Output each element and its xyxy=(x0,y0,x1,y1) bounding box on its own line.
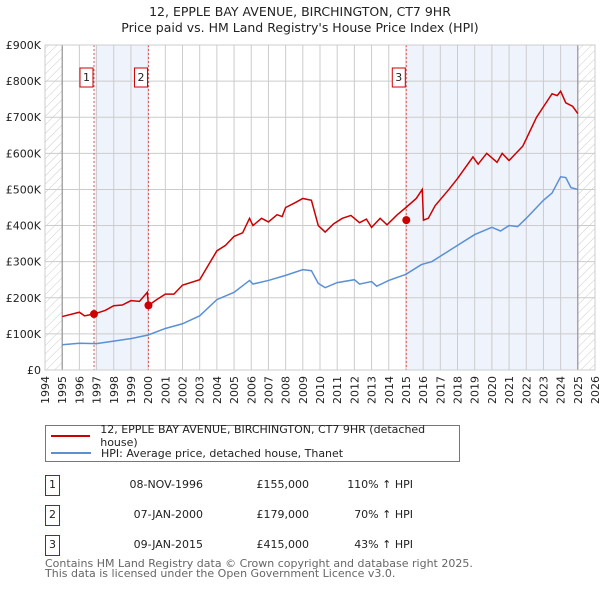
x-tick-label: 2018 xyxy=(452,376,465,404)
y-tick-label: £100K xyxy=(6,328,42,341)
sale-point xyxy=(89,310,98,319)
transaction-date: 07-JAN-2000 xyxy=(133,508,203,521)
x-tick-label: 2010 xyxy=(314,376,327,404)
x-tick-label: 2021 xyxy=(503,376,516,404)
footer-line-1: Contains HM Land Registry data © Crown c… xyxy=(45,557,473,570)
sale-point xyxy=(144,301,153,310)
x-tick-label: 2000 xyxy=(142,376,155,404)
x-tick-label: 2009 xyxy=(297,376,310,404)
x-tick-label: 2005 xyxy=(228,376,241,404)
hatched-region xyxy=(577,45,595,370)
x-tick-label: 1995 xyxy=(56,376,69,404)
footer: Contains HM Land Registry data © Crown c… xyxy=(45,557,473,580)
transaction-price: £179,000 xyxy=(256,508,310,521)
transaction-price: £415,000 xyxy=(256,538,310,551)
y-tick-label: £200K xyxy=(6,292,42,305)
y-tick-label: £800K xyxy=(6,75,42,88)
x-tick-label: 2015 xyxy=(400,376,413,404)
shaded-period xyxy=(93,45,149,370)
hpi-line xyxy=(62,175,579,346)
x-tick-label: 2019 xyxy=(469,376,482,404)
legend-blue-line xyxy=(51,452,91,454)
x-tick-label: 2006 xyxy=(245,376,258,404)
legend-red-line xyxy=(51,435,91,437)
x-tick-label: 2024 xyxy=(555,376,568,404)
x-tick-label: 2020 xyxy=(486,376,499,404)
legend-property: 12, EPPLE BAY AVENUE, BIRCHINGTON, CT7 9… xyxy=(100,423,426,449)
transaction-row: 2 07-JAN-2000 £179,000 70% ↑ HPI xyxy=(45,505,445,526)
price-chart: 1994 1995 1996 1997 1998 1999 2000 2001 2002 2003… xyxy=(6,39,600,404)
plot-border xyxy=(44,44,596,371)
transaction-hpi: 110% ↑ HPI xyxy=(347,478,413,491)
x-tick-label: 2016 xyxy=(417,376,430,404)
transaction-number: 2 xyxy=(45,505,60,526)
legend-hpi: HPI: Average price, detached house, Than… xyxy=(101,446,344,460)
y-tick-label: £600K xyxy=(6,147,42,160)
x-tick-label: 2023 xyxy=(537,376,550,404)
transaction-date: 08-NOV-1996 xyxy=(129,478,203,491)
transaction-row: 3 09-JAN-2015 £415,000 43% ↑ HPI xyxy=(45,535,445,556)
y-tick-label: £500K xyxy=(6,183,42,196)
x-tick-label: 2022 xyxy=(520,376,533,404)
transaction-row: 1 08-NOV-1996 £155,000 110% ↑ HPI xyxy=(45,475,445,496)
x-tick-label: 1998 xyxy=(108,376,121,404)
x-tick-label: 2007 xyxy=(262,376,275,404)
transaction-number: 1 xyxy=(45,475,60,496)
transaction-number: 3 xyxy=(45,535,60,556)
hatched-region xyxy=(45,45,63,370)
x-tick-label: 2008 xyxy=(280,376,293,404)
y-tick-label: £400K xyxy=(6,220,42,233)
transaction-date: 09-JAN-2015 xyxy=(133,538,203,551)
x-tick-label: 2001 xyxy=(159,376,172,404)
x-tick-label: 2002 xyxy=(177,376,190,404)
x-tick-label: 1994 xyxy=(39,376,52,404)
x-tick-label: 2014 xyxy=(383,376,396,404)
sale-label: 2 xyxy=(137,71,144,84)
x-tick-label: 2003 xyxy=(194,376,207,404)
transaction-hpi: 70% ↑ HPI xyxy=(354,508,413,521)
chart-title: 12, EPPLE BAY AVENUE, BIRCHINGTON, CT7 9… xyxy=(149,4,451,19)
x-tick-label: 2025 xyxy=(572,376,585,404)
transaction-hpi: 43% ↑ HPI xyxy=(354,538,413,551)
y-tick-label: £0 xyxy=(27,364,41,377)
legend: 12, EPPLE BAY AVENUE, BIRCHINGTON, CT7 9… xyxy=(45,423,460,462)
sale-label-box xyxy=(391,67,406,88)
x-tick-label: 2012 xyxy=(348,376,361,404)
x-tick-label: 1996 xyxy=(73,376,86,404)
sale-label-box xyxy=(133,67,148,88)
sale-label-box xyxy=(79,67,94,88)
y-tick-label: £300K xyxy=(6,256,42,269)
sale-label: 3 xyxy=(395,71,402,84)
x-tick-label: 2011 xyxy=(331,376,344,404)
sale-point xyxy=(402,216,411,225)
footer-line-2: This data is licensed under the Open Gov… xyxy=(45,567,396,580)
property-price-line xyxy=(62,89,579,318)
x-tick-label: 2026 xyxy=(589,376,600,404)
transaction-price: £155,000 xyxy=(256,478,310,491)
x-tick-label: 2004 xyxy=(211,376,224,404)
chart-subtitle: Price paid vs. HM Land Registry's House … xyxy=(121,20,479,35)
x-tick-label: 1999 xyxy=(125,376,138,404)
x-tick-label: 2013 xyxy=(366,376,379,404)
x-tick-label: 2017 xyxy=(434,376,447,404)
y-tick-label: £900K xyxy=(6,39,42,52)
y-tick-label: £700K xyxy=(6,111,42,124)
x-tick-label: 1997 xyxy=(91,376,104,404)
sale-label: 1 xyxy=(83,71,90,84)
